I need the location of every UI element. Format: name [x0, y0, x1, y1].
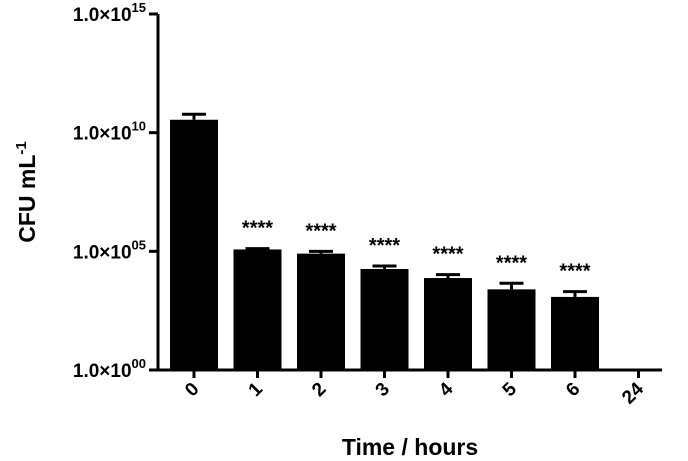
x-tick-label: 6	[562, 379, 584, 401]
y-tick-exponent: 00	[132, 356, 146, 371]
x-axis-label: Time / hours	[342, 434, 478, 460]
y-tick-label: 1.0×1000	[73, 356, 146, 382]
significance-marker: ****	[305, 220, 336, 242]
y-tick-exponent: 05	[132, 237, 146, 252]
y-axis-label-main: CFU mL	[14, 155, 40, 243]
x-ticks-group: 0 1 2 3 4 5 6 24	[181, 370, 648, 408]
bars-group	[170, 119, 599, 370]
error-bars-group	[182, 112, 587, 297]
x-tick-label: 1	[245, 378, 268, 401]
y-tick-mantissa: 1.0×10	[73, 124, 132, 145]
significance-marker: ****	[369, 235, 400, 257]
bar	[487, 289, 536, 370]
bar	[170, 119, 218, 370]
significance-marker: ****	[432, 244, 463, 266]
x-tick-label: 4	[435, 378, 458, 401]
y-tick-exponent: 10	[132, 119, 146, 134]
x-tick-label: 2	[308, 379, 330, 401]
y-tick-label: 1.0×1015	[73, 0, 146, 26]
significance-group: **** **** **** **** **** ****	[242, 218, 591, 283]
y-axis-label: CFU mL-1	[13, 141, 40, 243]
axes-group	[156, 14, 662, 372]
significance-marker: ****	[559, 261, 590, 283]
y-tick-label: 1.0×1005	[73, 237, 146, 263]
x-tick-label: 24	[618, 378, 648, 408]
y-tick-exponent: 15	[132, 0, 146, 15]
x-tick-label: 0	[181, 379, 203, 401]
x-tick-label: 3	[372, 379, 394, 401]
y-axis-label-superscript: -1	[13, 141, 30, 154]
y-tick-mantissa: 1.0×10	[73, 361, 132, 382]
bar	[297, 253, 345, 370]
bar	[360, 269, 409, 370]
x-tick-label: 5	[499, 378, 522, 401]
bar	[551, 296, 599, 370]
significance-marker: ****	[496, 252, 527, 274]
bar	[424, 278, 472, 370]
y-tick-mantissa: 1.0×10	[73, 242, 132, 263]
y-tick-mantissa: 1.0×10	[73, 5, 132, 26]
significance-marker: ****	[242, 218, 273, 240]
y-tick-label: 1.0×1010	[73, 119, 146, 145]
bar	[233, 249, 282, 370]
